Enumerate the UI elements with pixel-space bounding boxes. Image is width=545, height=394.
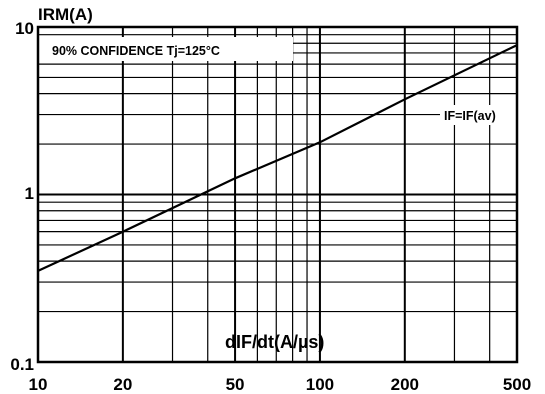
chart-series <box>37 44 518 272</box>
x-tick-label: 10 <box>29 375 48 394</box>
x-axis-label: dIF/dt(A/µs) <box>225 332 324 352</box>
series-line-0 <box>37 44 518 272</box>
annotation-background <box>38 37 293 61</box>
x-tick-label: 20 <box>113 375 132 394</box>
plot-frame <box>36 25 519 364</box>
x-tick-label: 100 <box>306 375 334 394</box>
x-tick-label: 500 <box>503 375 531 394</box>
series-label: IF=IF(av) <box>444 109 496 123</box>
y-tick-label: 1 <box>25 184 34 203</box>
y-tick-label: 10 <box>15 19 34 38</box>
series-label-background <box>440 105 516 125</box>
chart-labels: 10 20 50 100 200 500 10 1 0.1 IRM(A) dIF/dt(A/µs) 9… <box>10 5 531 394</box>
x-tick-label: 200 <box>391 375 419 394</box>
chart-grid <box>38 27 517 362</box>
confidence-annotation: 90% CONFIDENCE Tj=125°C <box>52 44 220 58</box>
x-tick-label: 50 <box>226 375 245 394</box>
y-tick-label: 0.1 <box>10 355 34 374</box>
plot-border <box>36 25 519 364</box>
y-axis-label: IRM(A) <box>38 5 93 24</box>
